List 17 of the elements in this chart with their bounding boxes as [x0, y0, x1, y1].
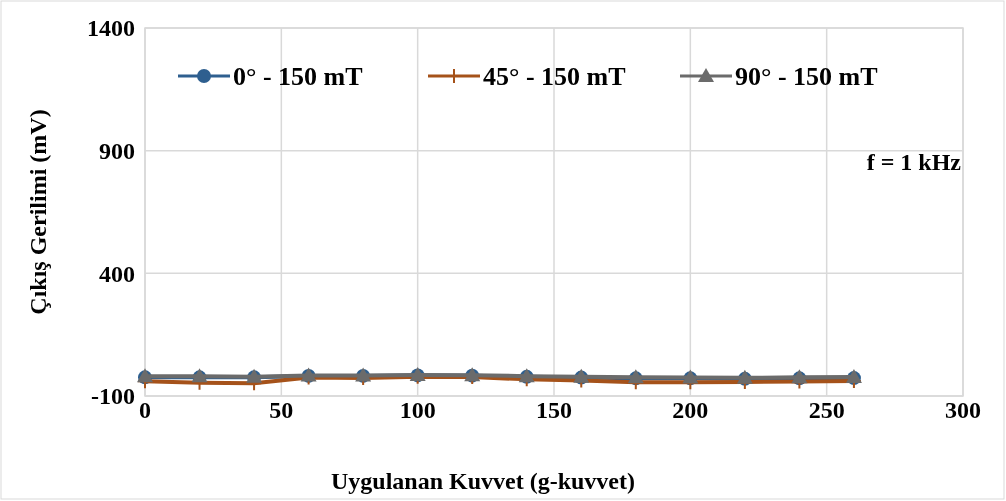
- x-tick-label: 250: [808, 397, 845, 423]
- x-axis-title: Uygulanan Kuvvet (g-kuvvet): [330, 468, 636, 494]
- x-tick-label: 200: [672, 397, 709, 423]
- legend-label: 90° - 150 mT: [735, 62, 878, 92]
- x-tick-label: 100: [399, 397, 436, 423]
- x-tick-label: 300: [945, 397, 981, 423]
- y-tick-label: 400: [99, 260, 135, 287]
- x-tick-label: 0: [139, 397, 151, 423]
- legend-label: 45° - 150 mT: [483, 62, 626, 92]
- x-tick-label: 150: [536, 397, 572, 423]
- x-tick-label: 50: [269, 397, 294, 423]
- y-axis-title: Çıkış Gerilimi (mV): [25, 109, 51, 315]
- annotation: f = 1 kHz: [866, 149, 962, 175]
- legend-label: 0° - 150 mT: [233, 62, 363, 92]
- y-tick-label: 900: [99, 138, 135, 165]
- y-tick-label: -100: [91, 383, 135, 410]
- y-tick-label: 1400: [87, 15, 135, 42]
